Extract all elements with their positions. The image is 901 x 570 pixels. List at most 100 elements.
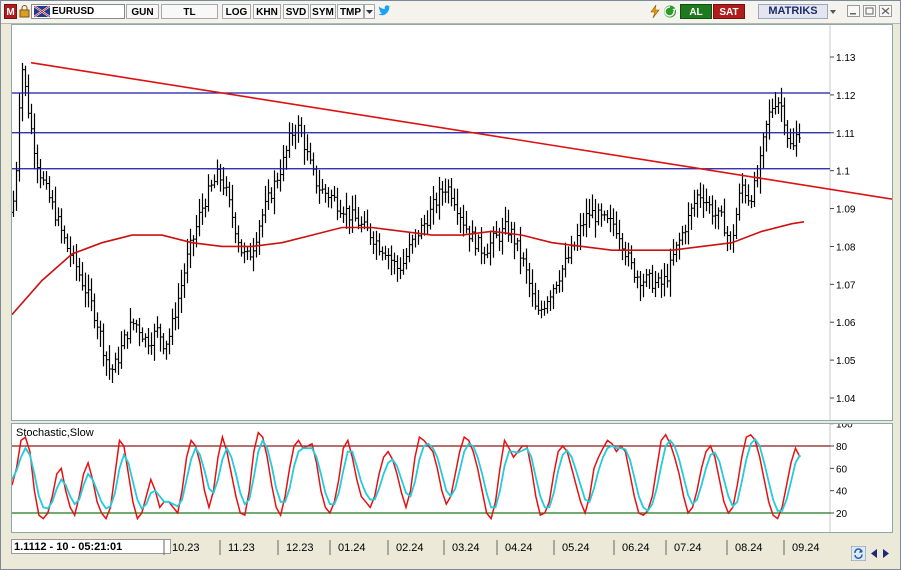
price-bar xyxy=(12,190,15,217)
price-bar xyxy=(588,198,591,228)
price-bar xyxy=(414,229,417,248)
scroll-right-icon[interactable] xyxy=(881,548,891,563)
price-bar xyxy=(489,230,492,266)
price-tick-label: 1.04 xyxy=(836,394,856,405)
price-bar xyxy=(75,243,78,281)
price-bar xyxy=(561,264,564,293)
tl-button[interactable]: TL xyxy=(161,4,218,19)
price-bar xyxy=(156,316,159,338)
price-bar xyxy=(426,210,429,235)
price-bar xyxy=(222,167,225,196)
stochastic-chart[interactable]: Stochastic,Slow 100 80 60 40 20 xyxy=(11,420,892,532)
price-bar xyxy=(81,262,84,291)
lock-icon[interactable] xyxy=(19,4,30,19)
chevron-down-icon[interactable] xyxy=(364,4,375,19)
tmp-button[interactable]: TMP xyxy=(337,4,364,19)
price-bar xyxy=(24,65,27,97)
price-bar xyxy=(645,268,648,288)
price-bar xyxy=(330,189,333,209)
scroll-left-icon[interactable] xyxy=(869,548,879,563)
price-bar xyxy=(744,178,747,204)
price-bar xyxy=(447,179,450,204)
price-bar xyxy=(441,181,444,206)
price-bar xyxy=(534,282,537,310)
time-axis: 10.23 11.23 12.23 01.24 02.24 03.24 04.24 05.24… xyxy=(163,540,820,555)
price-bar xyxy=(585,198,588,238)
price-bar xyxy=(363,211,366,230)
khn-button[interactable]: KHN xyxy=(253,4,281,19)
svd-button[interactable]: SVD xyxy=(283,4,309,19)
time-tick-label: 05.24 xyxy=(562,542,590,554)
sym-button[interactable]: SYM xyxy=(310,4,336,19)
dropdown-arrow-icon[interactable] xyxy=(829,4,837,19)
price-bar xyxy=(246,246,249,261)
price-bar xyxy=(384,245,387,260)
time-tick-label: 02.24 xyxy=(396,542,424,554)
price-bar xyxy=(360,216,363,233)
price-bar xyxy=(453,188,456,211)
lightning-icon[interactable] xyxy=(649,4,661,19)
time-tick-label: 07.24 xyxy=(674,542,702,554)
sell-button[interactable]: SAT xyxy=(713,4,745,19)
price-bar xyxy=(522,252,525,267)
price-bar xyxy=(474,226,477,256)
price-bar xyxy=(396,255,399,282)
price-bar xyxy=(537,289,540,315)
price-bar xyxy=(468,225,471,252)
connection-icon[interactable] xyxy=(663,4,677,19)
price-tick-label: 1.08 xyxy=(836,242,856,253)
price-bar xyxy=(594,199,597,238)
stoch-tick-label: 40 xyxy=(836,487,848,498)
log-button[interactable]: LOG xyxy=(222,4,251,19)
menu-m-button[interactable]: M xyxy=(4,4,17,19)
symbol-label: EURUSD xyxy=(52,6,95,17)
twitter-icon[interactable] xyxy=(377,4,391,19)
price-bar xyxy=(369,223,372,246)
price-chart-panel[interactable]: 1.13 1.12 1.11 1.1 1.09 1.08 1.07 1.06 1.05 1.04 xyxy=(11,24,893,421)
trend-line xyxy=(30,61,893,200)
price-bar xyxy=(165,340,168,360)
price-bar xyxy=(630,245,633,270)
price-bar xyxy=(675,241,678,263)
stochastic-panel[interactable]: Stochastic,Slow 100 80 60 40 20 xyxy=(11,420,893,533)
price-bar xyxy=(342,206,345,223)
price-bar xyxy=(111,364,114,383)
price-bar xyxy=(315,165,318,194)
price-bar xyxy=(306,134,309,161)
price-bar xyxy=(378,233,381,256)
price-bar xyxy=(192,235,195,257)
price-bar xyxy=(624,241,627,266)
price-bar xyxy=(621,233,624,261)
symbol-field[interactable]: EURUSD xyxy=(31,4,125,19)
price-bar xyxy=(183,263,186,298)
price-bar xyxy=(144,333,147,348)
maximize-button[interactable] xyxy=(863,5,876,17)
price-bar xyxy=(417,230,420,245)
price-bar xyxy=(750,195,753,209)
price-bar xyxy=(516,237,519,252)
time-tick-label: 10.23 xyxy=(172,542,200,554)
price-bar xyxy=(321,178,324,194)
price-bar xyxy=(549,290,552,312)
price-bar xyxy=(45,171,48,190)
price-tick-label: 1.13 xyxy=(836,53,856,64)
price-bar xyxy=(87,274,90,308)
time-tick-label: 08.24 xyxy=(735,542,763,554)
price-bar xyxy=(711,195,714,225)
period-gun-button[interactable]: GUN xyxy=(126,4,159,19)
price-bar xyxy=(606,210,609,224)
price-bar xyxy=(633,258,636,283)
close-button[interactable] xyxy=(879,5,892,17)
price-bar xyxy=(276,172,279,189)
refresh-icon[interactable] xyxy=(850,545,867,562)
price-bar xyxy=(651,264,654,293)
buy-button[interactable]: AL xyxy=(680,4,712,19)
price-bar xyxy=(504,206,507,235)
price-bar xyxy=(627,242,630,267)
price-bar xyxy=(450,178,453,207)
price-bar xyxy=(63,225,66,244)
price-bar xyxy=(21,62,24,122)
price-chart[interactable]: 1.13 1.12 1.11 1.1 1.09 1.08 1.07 1.06 1.05 1.04 xyxy=(11,25,893,420)
price-bar xyxy=(789,128,792,150)
minimize-button[interactable] xyxy=(847,5,860,17)
